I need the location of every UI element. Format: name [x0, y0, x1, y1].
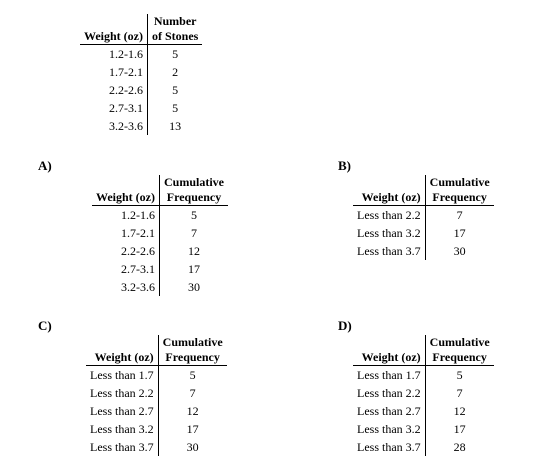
- weight-cell: 1.2-1.6: [80, 44, 148, 63]
- table-row: Less than 3.2 17: [353, 420, 494, 438]
- option-c-table: Cumulative Weight (oz) Frequency Less th…: [86, 335, 227, 456]
- col1-header: Weight (oz): [86, 350, 159, 366]
- value-cell: 7: [189, 386, 196, 400]
- source-table: Number Weight (oz) of Stones 1.2-1.6 5 1.…: [80, 14, 203, 135]
- col2-header-line1: Cumulative: [429, 335, 490, 349]
- table-row: Less than 3.7 30: [86, 438, 227, 456]
- table-row: Less than 3.2 17: [353, 224, 494, 242]
- value-cell: 17: [453, 226, 466, 240]
- value-cell: 30: [188, 280, 200, 294]
- col2-header-line1: Cumulative: [429, 175, 490, 189]
- value-cell: 28: [453, 440, 466, 454]
- weight-cell: Less than 2.7: [353, 402, 426, 420]
- weight-cell: Less than 1.7: [353, 365, 426, 384]
- table-row: Less than 2.2 7: [353, 205, 494, 224]
- weight-cell: 2.2-2.6: [80, 81, 148, 99]
- col2-header-line1: Number: [153, 14, 197, 28]
- value-cell: 5: [191, 208, 197, 222]
- option-c-label: C): [38, 318, 52, 333]
- weight-cell: 2.7-3.1: [80, 99, 148, 117]
- col2-header-line2: Frequency: [158, 350, 227, 366]
- weight-cell: Less than 2.2: [353, 205, 426, 224]
- value-cell: 12: [186, 404, 199, 418]
- table-row: Less than 2.7 12: [353, 402, 494, 420]
- value-cell: 7: [191, 226, 197, 240]
- table-row: 3.2-3.6 30: [92, 278, 228, 296]
- value-cell: 5: [172, 47, 179, 61]
- value-cell: 12: [188, 244, 200, 258]
- table-row: 2.2-2.6 5: [80, 81, 202, 99]
- col2-header-line2: Frequency: [425, 190, 494, 206]
- col2-header-line2: Frequency: [159, 190, 228, 206]
- weight-cell: Less than 2.7: [86, 402, 159, 420]
- value-cell: 17: [188, 262, 200, 276]
- option-d-label: D): [338, 318, 352, 333]
- table-row: 1.2-1.6 5: [92, 205, 228, 224]
- table-row: Less than 3.2 17: [86, 420, 227, 438]
- table-row: 2.7-3.1 17: [92, 260, 228, 278]
- value-cell: 17: [453, 422, 466, 436]
- value-cell: 12: [453, 404, 466, 418]
- value-cell: 5: [172, 83, 179, 97]
- table-row: 1.7-2.1 7: [92, 224, 228, 242]
- value-cell: 5: [172, 101, 179, 115]
- col1-header: Weight (oz): [353, 190, 426, 206]
- table-row: Less than 1.7 5: [86, 365, 227, 384]
- col1-header: Weight (oz): [80, 29, 148, 45]
- weight-cell: Less than 3.7: [86, 438, 159, 456]
- weight-cell: Less than 3.7: [353, 242, 426, 260]
- table-row: Less than 3.7 28: [353, 438, 494, 456]
- col1-header: Weight (oz): [353, 350, 426, 366]
- weight-cell: 1.7-2.1: [92, 224, 160, 242]
- value-cell: 30: [453, 244, 466, 258]
- weight-cell: Less than 3.2: [353, 224, 426, 242]
- weight-cell: 3.2-3.6: [92, 278, 160, 296]
- weight-cell: 3.2-3.6: [80, 117, 148, 135]
- col2-header-line2: of Stones: [147, 29, 203, 45]
- table-row: Less than 1.7 5: [353, 365, 494, 384]
- value-cell: 13: [169, 119, 182, 133]
- value-cell: 2: [172, 65, 179, 79]
- option-b-label: B): [338, 158, 351, 173]
- col1-header: Weight (oz): [92, 190, 160, 206]
- value-cell: 17: [186, 422, 199, 436]
- weight-cell: Less than 2.2: [86, 384, 159, 402]
- value-cell: 30: [186, 440, 199, 454]
- table-row: Less than 3.7 30: [353, 242, 494, 260]
- table-row: 2.7-3.1 5: [80, 99, 202, 117]
- table-row: 1.2-1.6 5: [80, 44, 202, 63]
- col2-header-line1: Cumulative: [162, 335, 223, 349]
- option-a-table: Cumulative Weight (oz) Frequency 1.2-1.6…: [92, 175, 228, 296]
- col2-header-line1: Cumulative: [164, 175, 224, 189]
- option-a-label: A): [38, 158, 52, 173]
- weight-cell: Less than 1.7: [86, 365, 159, 384]
- table-row: 1.7-2.1 2: [80, 63, 202, 81]
- table-row: Less than 2.2 7: [86, 384, 227, 402]
- weight-cell: Less than 3.2: [353, 420, 426, 438]
- option-d-table: Cumulative Weight (oz) Frequency Less th…: [353, 335, 494, 456]
- table-row: 2.2-2.6 12: [92, 242, 228, 260]
- weight-cell: 2.2-2.6: [92, 242, 160, 260]
- value-cell: 7: [456, 386, 463, 400]
- weight-cell: 1.2-1.6: [92, 205, 160, 224]
- weight-cell: Less than 3.2: [86, 420, 159, 438]
- value-cell: 5: [456, 368, 463, 382]
- col2-header-line2: Frequency: [425, 350, 494, 366]
- value-cell: 5: [189, 368, 196, 382]
- weight-cell: Less than 3.7: [353, 438, 426, 456]
- option-b-table: Cumulative Weight (oz) Frequency Less th…: [353, 175, 494, 260]
- weight-cell: Less than 2.2: [353, 384, 426, 402]
- weight-cell: 1.7-2.1: [80, 63, 148, 81]
- table-row: 3.2-3.6 13: [80, 117, 202, 135]
- table-row: Less than 2.2 7: [353, 384, 494, 402]
- value-cell: 7: [456, 208, 463, 222]
- weight-cell: 2.7-3.1: [92, 260, 160, 278]
- table-row: Less than 2.7 12: [86, 402, 227, 420]
